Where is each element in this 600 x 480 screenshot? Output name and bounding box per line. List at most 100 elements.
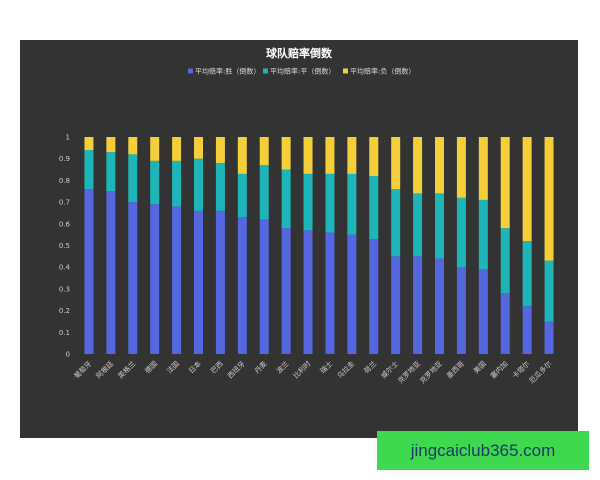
bar-segment xyxy=(413,256,423,354)
bar-segment xyxy=(84,189,94,354)
y-tick-label: 0.8 xyxy=(59,177,70,185)
bar-segment xyxy=(544,260,554,322)
bar-segment xyxy=(281,169,291,229)
bar-segment xyxy=(237,217,247,354)
bar-segment xyxy=(435,258,444,354)
x-tick-label: 德国 xyxy=(143,359,159,375)
bar-segment xyxy=(369,137,379,177)
bar-segment xyxy=(303,230,313,354)
bar-segment xyxy=(391,189,401,257)
bar-segment xyxy=(347,234,357,354)
x-tick-label: 日本 xyxy=(187,359,203,375)
y-tick-label: 0.6 xyxy=(59,220,71,228)
x-tick-label: 威尔士 xyxy=(379,359,400,380)
x-tick-label: 墨西哥 xyxy=(445,360,466,381)
bar-segment xyxy=(303,137,313,174)
bar-segment xyxy=(128,202,138,354)
bar-segment xyxy=(237,137,247,174)
bar-segment xyxy=(172,137,182,161)
chart-title: 球队赔率倒数 xyxy=(266,46,333,60)
bar-segment xyxy=(325,173,335,233)
bar-segment xyxy=(369,176,379,239)
bar-segment xyxy=(106,137,116,153)
bar-segment xyxy=(391,137,401,190)
bar-segment xyxy=(84,137,94,151)
legend-label: 平均赔率:胜（倒数） xyxy=(195,67,260,76)
bar-segment xyxy=(215,163,225,211)
legend: 平均赔率:胜（倒数） 平均赔率:平（倒数） 平均赔率:负（倒数） xyxy=(188,67,415,76)
bar-segment xyxy=(347,173,357,235)
chart-panel: 球队赔率倒数 平均赔率:胜（倒数） 平均赔率:平（倒数） 平均赔率:负（倒数） 0 0… xyxy=(20,40,578,438)
bar-segment xyxy=(500,228,510,294)
bar-segment xyxy=(106,191,116,354)
bar-segment xyxy=(522,306,532,354)
y-tick-label: 0.4 xyxy=(59,264,71,272)
y-tick-label: 0 xyxy=(66,351,70,359)
x-tick-label: 厄瓜多尔 xyxy=(527,359,553,385)
x-tick-label: 巴西 xyxy=(209,360,225,376)
y-tick-label: 0.7 xyxy=(59,199,70,207)
bars xyxy=(84,137,554,354)
bar-segment xyxy=(369,238,379,354)
x-tick-label: 丹麦 xyxy=(252,359,268,375)
y-tick-label: 0.3 xyxy=(59,285,70,293)
x-tick-label: 法国 xyxy=(165,359,181,375)
x-tick-label: 英格兰 xyxy=(116,359,137,380)
x-tick-label: 克罗地亚 xyxy=(396,359,422,385)
bar-segment xyxy=(456,197,466,268)
bar-segment xyxy=(325,137,335,174)
x-tick-label: 比利时 xyxy=(291,359,312,380)
y-tick-label: 0.1 xyxy=(59,329,70,337)
legend-label: 平均赔率:负（倒数） xyxy=(350,67,415,76)
y-tick-label: 0.9 xyxy=(59,155,70,163)
bar-segment xyxy=(435,137,444,194)
legend-swatch xyxy=(343,68,348,74)
bar-segment xyxy=(522,137,532,242)
bar-segment xyxy=(194,137,203,159)
bar-segment xyxy=(150,160,160,205)
bar-segment xyxy=(500,293,510,354)
legend-label: 平均赔率:平（倒数） xyxy=(270,67,335,76)
bar-segment xyxy=(128,137,138,155)
bar-segment xyxy=(347,137,357,174)
stacked-bar-chart: 球队赔率倒数 平均赔率:胜（倒数） 平均赔率:平（倒数） 平均赔率:负（倒数） 0 0… xyxy=(59,46,554,385)
bar-segment xyxy=(281,137,291,170)
x-tick-label: 塞内加 xyxy=(488,359,509,380)
bar-segment xyxy=(435,193,444,259)
bar-segment xyxy=(128,154,138,203)
watermark-text: jingcaiclub365.com xyxy=(410,440,556,460)
legend-swatch xyxy=(263,68,268,74)
bar-segment xyxy=(215,210,225,354)
x-tick-label: 波兰 xyxy=(274,359,290,375)
bar-segment xyxy=(194,158,203,211)
x-tick-label: 葡萄牙 xyxy=(72,359,93,380)
bar-segment xyxy=(478,137,488,200)
bar-segment xyxy=(172,160,182,207)
bar-segment xyxy=(544,137,554,261)
bar-segment xyxy=(456,267,466,354)
y-tick-label: 1 xyxy=(66,134,70,142)
y-axis: 0 0.1 0.2 0.3 0.4 0.5 0.6 0.7 0.8 0.9 1 xyxy=(59,134,71,359)
bar-segment xyxy=(522,241,532,307)
y-tick-label: 0.5 xyxy=(59,242,70,250)
bar-segment xyxy=(259,137,269,166)
bar-segment xyxy=(325,232,335,354)
bar-segment xyxy=(215,137,225,164)
bar-segment xyxy=(259,165,269,220)
x-tick-label: 乌拉圭 xyxy=(335,359,356,380)
bar-segment xyxy=(478,269,488,354)
legend-swatch xyxy=(188,68,193,74)
x-tick-label: 瑞士 xyxy=(318,359,334,375)
bar-segment xyxy=(281,228,291,354)
bar-segment xyxy=(391,256,401,354)
x-tick-label: 荷兰 xyxy=(362,359,378,375)
bar-segment xyxy=(237,173,247,218)
bar-segment xyxy=(194,210,203,354)
bar-segment xyxy=(106,152,116,192)
bar-segment xyxy=(413,137,423,194)
bar-segment xyxy=(150,204,160,354)
x-axis: 葡萄牙 阿根廷 英格兰 德国 法国 日本 巴西 西班牙 丹麦 波兰 比利时 瑞士 乌拉圭 荷兰 威尔士克罗地… xyxy=(72,359,553,385)
bar-segment xyxy=(456,137,466,198)
bar-segment xyxy=(303,173,313,231)
bar-segment xyxy=(478,199,488,270)
